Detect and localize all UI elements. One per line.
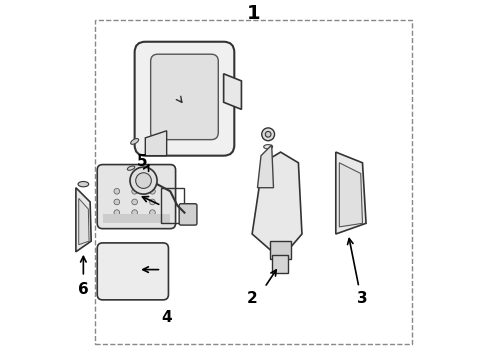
Circle shape	[132, 210, 138, 216]
Ellipse shape	[127, 166, 135, 170]
Polygon shape	[252, 152, 302, 259]
Text: 5: 5	[136, 153, 147, 168]
FancyBboxPatch shape	[179, 204, 197, 225]
Polygon shape	[340, 163, 363, 227]
Text: 4: 4	[161, 310, 172, 325]
Bar	[161, 188, 184, 223]
Circle shape	[262, 128, 274, 141]
Text: 2: 2	[247, 291, 258, 306]
Circle shape	[149, 199, 155, 205]
FancyBboxPatch shape	[150, 54, 219, 140]
Polygon shape	[79, 198, 89, 245]
Ellipse shape	[78, 181, 89, 187]
Ellipse shape	[131, 139, 139, 144]
Circle shape	[114, 210, 120, 216]
Bar	[102, 215, 170, 223]
Text: 1: 1	[247, 4, 261, 23]
Circle shape	[149, 210, 155, 216]
Text: 3: 3	[357, 291, 368, 306]
Polygon shape	[223, 74, 242, 109]
Circle shape	[265, 131, 271, 137]
Circle shape	[136, 173, 151, 188]
Polygon shape	[336, 152, 366, 234]
FancyBboxPatch shape	[135, 42, 234, 156]
Polygon shape	[76, 188, 91, 252]
Circle shape	[132, 188, 138, 194]
Text: 6: 6	[78, 282, 89, 297]
Circle shape	[114, 188, 120, 194]
Ellipse shape	[264, 145, 272, 149]
Bar	[271, 255, 288, 273]
FancyBboxPatch shape	[97, 165, 175, 229]
Circle shape	[132, 199, 138, 205]
Circle shape	[149, 188, 155, 194]
FancyBboxPatch shape	[97, 243, 169, 300]
Circle shape	[130, 167, 157, 194]
Polygon shape	[270, 241, 291, 259]
Circle shape	[114, 199, 120, 205]
Polygon shape	[257, 145, 273, 188]
Bar	[96, 21, 413, 345]
Polygon shape	[146, 131, 167, 156]
